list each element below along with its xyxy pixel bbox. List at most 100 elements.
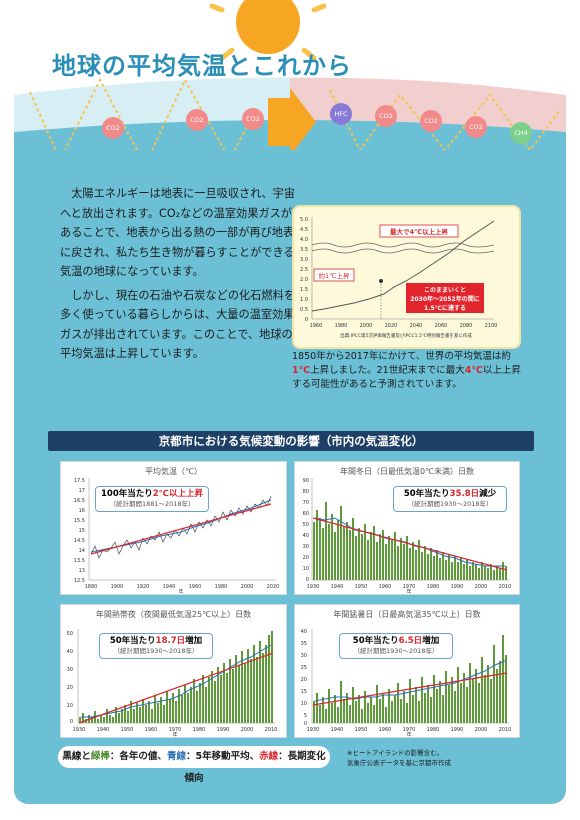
svg-text:2010: 2010 bbox=[499, 584, 512, 590]
svg-text:0: 0 bbox=[305, 317, 308, 323]
svg-text:1970: 1970 bbox=[169, 727, 182, 733]
svg-text:0: 0 bbox=[70, 719, 73, 725]
svg-text:1990: 1990 bbox=[451, 727, 464, 733]
svg-text:1940: 1940 bbox=[331, 727, 344, 733]
svg-text:1970: 1970 bbox=[403, 727, 416, 733]
svg-text:17.5: 17.5 bbox=[74, 478, 85, 484]
svg-text:13: 13 bbox=[79, 568, 85, 574]
gas-bubble: HFC bbox=[330, 103, 352, 125]
svg-text:1950: 1950 bbox=[355, 727, 368, 733]
svg-text:10: 10 bbox=[301, 701, 307, 707]
trend-line bbox=[90, 503, 272, 555]
svg-text:2010: 2010 bbox=[265, 727, 278, 733]
svg-text:1960: 1960 bbox=[145, 727, 158, 733]
trend-callout: 50年当たり35.8日減少 （統計期間1930～2018年） bbox=[393, 486, 507, 512]
svg-text:70: 70 bbox=[303, 500, 309, 506]
label-max-rise: 最大で4℃以上上昇 bbox=[390, 227, 448, 236]
svg-text:16.5: 16.5 bbox=[74, 498, 85, 504]
global-temperature-note: 1850年から2017年にかけて、世界の平均気温は約1℃上昇しました。21世紀末… bbox=[292, 351, 521, 390]
gas-bubble: CO2 bbox=[102, 117, 124, 139]
svg-text:1930: 1930 bbox=[307, 727, 320, 733]
svg-text:2020: 2020 bbox=[267, 584, 280, 590]
svg-text:1960: 1960 bbox=[310, 323, 323, 329]
svg-text:1980: 1980 bbox=[427, 727, 440, 733]
svg-text:13.5: 13.5 bbox=[74, 558, 85, 564]
svg-text:1950: 1950 bbox=[355, 584, 368, 590]
svg-text:年: 年 bbox=[178, 588, 183, 594]
svg-text:4.0: 4.0 bbox=[300, 237, 308, 243]
svg-text:1930: 1930 bbox=[73, 727, 86, 733]
mini-x-ticks: 1960 1980 2000 2020 2040 2060 2080 2100 bbox=[310, 323, 498, 329]
bars bbox=[313, 502, 507, 580]
panel-title: 平均気温（℃） bbox=[145, 467, 202, 476]
svg-text:1930: 1930 bbox=[307, 584, 320, 590]
section-heading: 京都市における気候変動の影響（市内の気温変化） bbox=[48, 431, 534, 451]
svg-text:1980: 1980 bbox=[427, 584, 440, 590]
panel-extreme-hot-days: 年間猛暑日（日最高気温35℃以上）日数 40 35 30 25 20 15 10… bbox=[294, 604, 520, 738]
svg-text:80: 80 bbox=[303, 489, 309, 495]
page-title: 地球の平均気温とこれから bbox=[52, 52, 352, 80]
svg-text:20: 20 bbox=[301, 677, 307, 683]
mini-temperature-line bbox=[311, 220, 495, 312]
svg-text:16: 16 bbox=[79, 508, 85, 514]
svg-text:30: 30 bbox=[67, 667, 73, 673]
trend-callout: 50年当たり6.5日増加 （統計期間1930～2018年） bbox=[339, 633, 453, 659]
svg-text:1940: 1940 bbox=[163, 584, 176, 590]
svg-text:2080: 2080 bbox=[460, 323, 473, 329]
svg-text:2040: 2040 bbox=[410, 323, 423, 329]
svg-text:1940: 1940 bbox=[331, 584, 344, 590]
svg-text:40: 40 bbox=[67, 649, 73, 655]
svg-text:5.0: 5.0 bbox=[300, 217, 308, 223]
svg-text:1940: 1940 bbox=[97, 727, 110, 733]
svg-text:3.5: 3.5 bbox=[300, 247, 308, 253]
svg-text:年: 年 bbox=[406, 731, 411, 737]
gas-bubble: CH4 bbox=[510, 122, 532, 144]
trend-line bbox=[312, 517, 508, 571]
svg-text:30: 30 bbox=[301, 653, 307, 659]
svg-text:30: 30 bbox=[303, 544, 309, 550]
svg-text:2000: 2000 bbox=[241, 727, 254, 733]
trend-line bbox=[312, 672, 508, 706]
svg-text:3.0: 3.0 bbox=[300, 257, 308, 263]
svg-text:10: 10 bbox=[303, 566, 309, 572]
svg-text:1990: 1990 bbox=[451, 584, 464, 590]
svg-text:1980: 1980 bbox=[193, 727, 206, 733]
svg-text:1.5: 1.5 bbox=[300, 287, 308, 293]
svg-text:5: 5 bbox=[304, 713, 307, 719]
sun-icon bbox=[209, 0, 327, 61]
gas-bubble: CO2 bbox=[420, 110, 442, 132]
svg-text:40: 40 bbox=[301, 629, 307, 635]
moving-average-line bbox=[81, 644, 272, 718]
label-current-rise: 約1℃上昇 bbox=[319, 271, 350, 280]
svg-text:1920: 1920 bbox=[137, 584, 150, 590]
global-temperature-chart: 5.0 4.5 4.0 3.5 3.0 2.5 2.0 1.5 1.0 0.5 … bbox=[292, 205, 521, 349]
gas-bubble: CO2 bbox=[465, 116, 487, 138]
panel-tropical-nights: 年間熱帯夜（夜間最低気温25℃以上）日数 50 40 30 20 10 0 19… bbox=[60, 604, 287, 738]
trend-callout: 100年当たり2℃以上上昇 （統計期間1881～2018年） bbox=[95, 486, 209, 512]
svg-text:50: 50 bbox=[303, 522, 309, 528]
global-temperature-plot: 5.0 4.5 4.0 3.5 3.0 2.5 2.0 1.5 1.0 0.5 … bbox=[300, 217, 498, 339]
svg-text:2000: 2000 bbox=[475, 727, 488, 733]
svg-text:0.5: 0.5 bbox=[300, 307, 308, 313]
mini-y-ticks: 5.0 4.5 4.0 3.5 3.0 2.5 2.0 1.5 1.0 0.5 … bbox=[300, 217, 308, 323]
svg-text:1960: 1960 bbox=[379, 584, 392, 590]
svg-text:15: 15 bbox=[79, 528, 85, 534]
svg-text:年: 年 bbox=[406, 588, 411, 594]
panel-title: 年間猛暑日（日最高気温35℃以上）日数 bbox=[333, 610, 481, 619]
svg-text:15.5: 15.5 bbox=[74, 518, 85, 524]
svg-text:20: 20 bbox=[67, 685, 73, 691]
svg-text:1960: 1960 bbox=[379, 727, 392, 733]
svg-text:1880: 1880 bbox=[85, 584, 98, 590]
svg-text:25: 25 bbox=[301, 665, 307, 671]
svg-text:2020: 2020 bbox=[385, 323, 398, 329]
bars bbox=[79, 631, 273, 723]
svg-text:1950: 1950 bbox=[121, 727, 134, 733]
svg-text:50: 50 bbox=[67, 631, 73, 637]
svg-text:20: 20 bbox=[303, 555, 309, 561]
svg-text:17: 17 bbox=[79, 488, 85, 494]
moving-average-line bbox=[314, 660, 506, 702]
intro-paragraph-2: しかし、現在の石油や石炭などの化石燃料を多く使っている暮らしからは、大量の温室効… bbox=[60, 288, 295, 361]
svg-text:1980: 1980 bbox=[215, 584, 228, 590]
gas-bubble: CO2 bbox=[375, 105, 397, 127]
